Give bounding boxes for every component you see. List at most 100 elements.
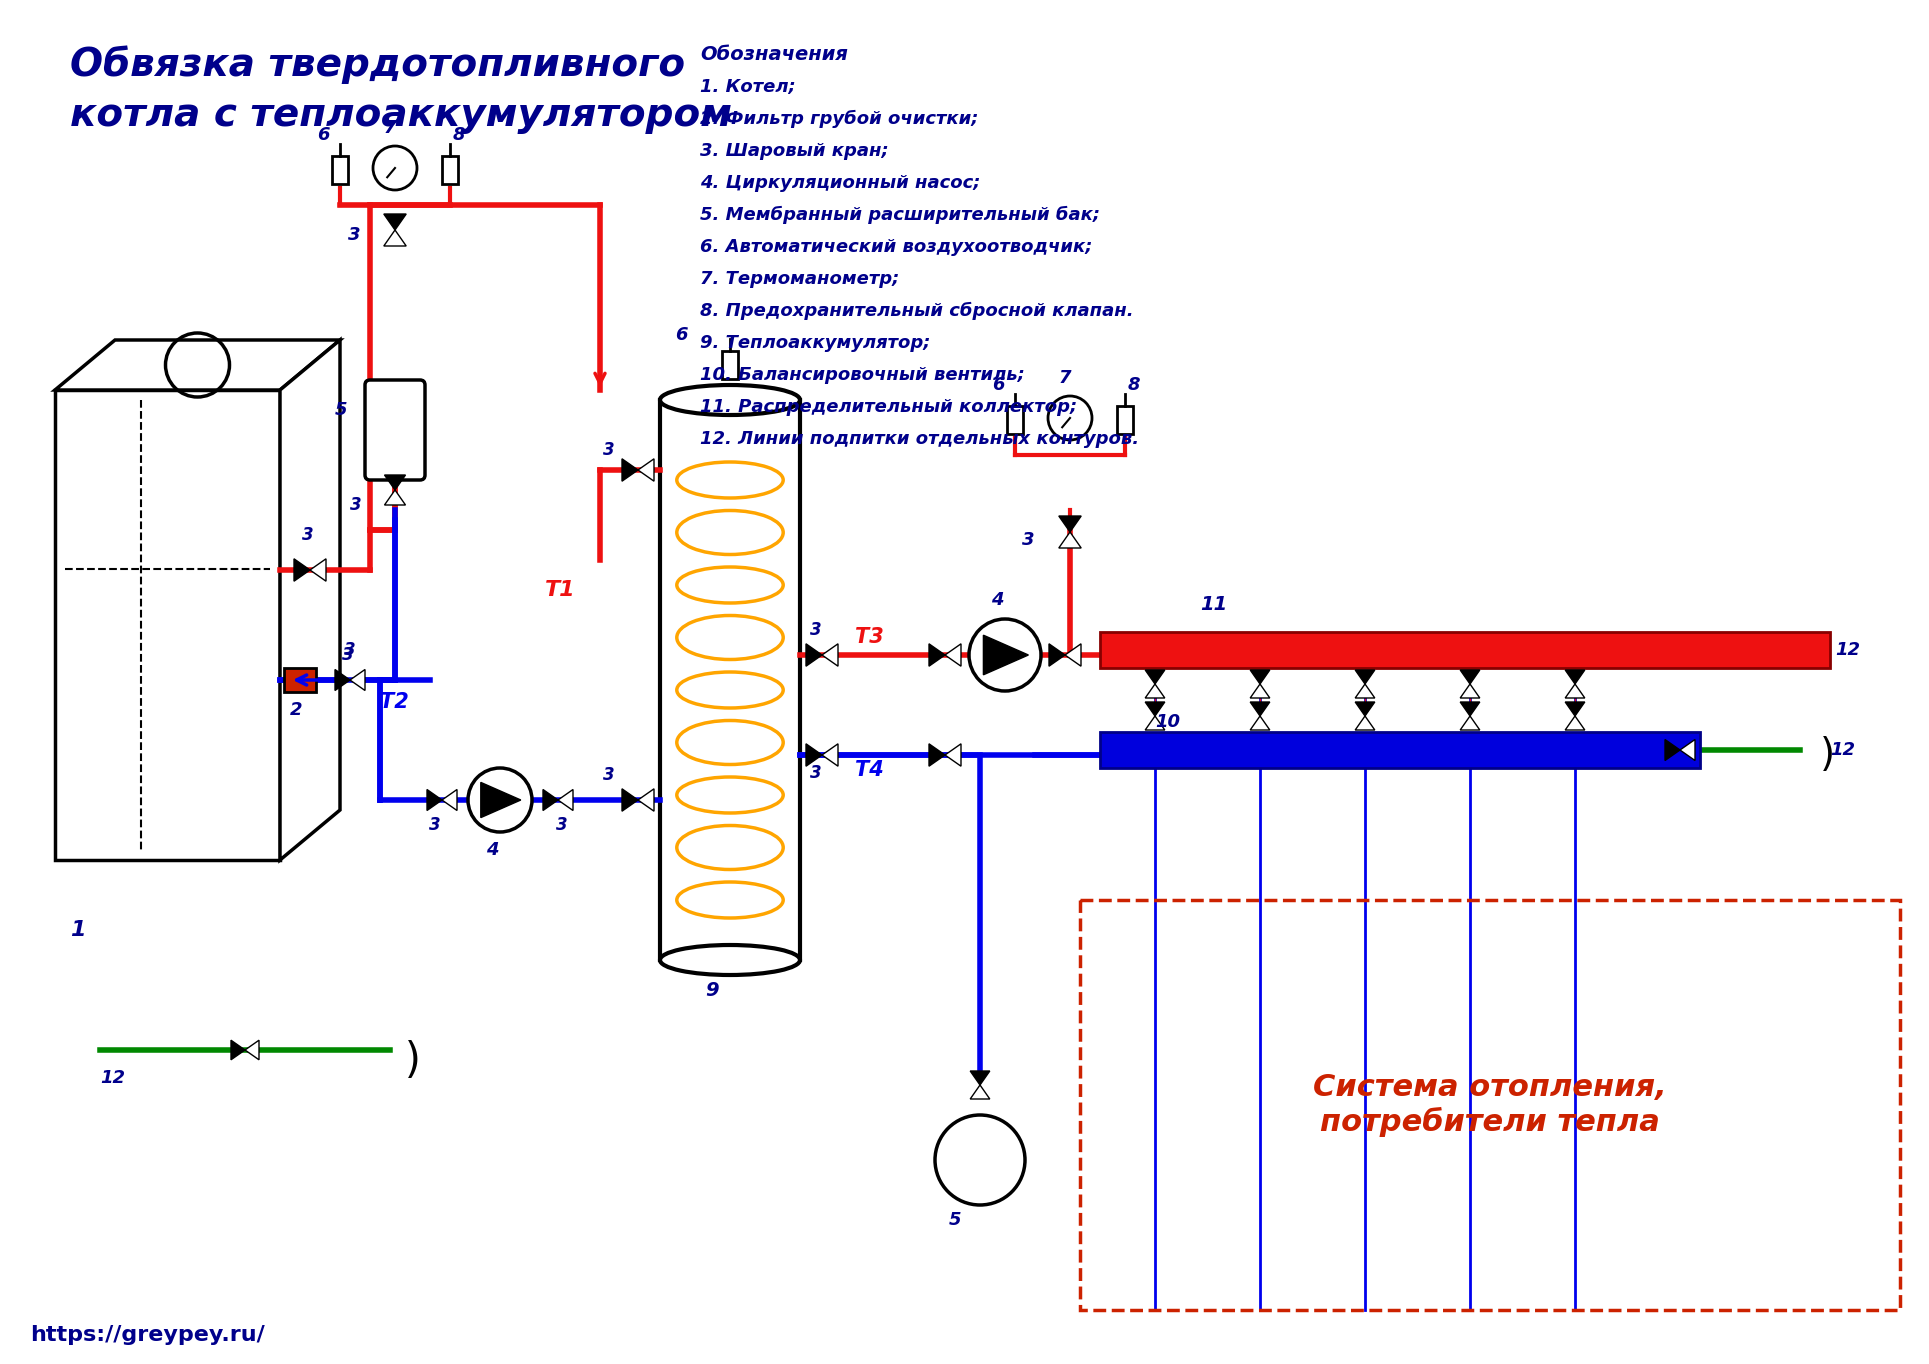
Text: 3: 3 — [341, 647, 353, 664]
Polygon shape — [1146, 670, 1165, 683]
Polygon shape — [945, 644, 961, 666]
Text: 7. Термоманометр;: 7. Термоманометр; — [700, 270, 899, 288]
Text: 4: 4 — [992, 591, 1003, 608]
Circle shape — [968, 619, 1042, 692]
Text: 3: 3 — [810, 764, 822, 782]
Polygon shape — [1356, 716, 1375, 730]
Text: T4: T4 — [855, 760, 883, 780]
Polygon shape — [384, 214, 407, 231]
Bar — [442, 155, 457, 184]
Polygon shape — [1356, 670, 1375, 683]
Polygon shape — [311, 559, 326, 581]
Text: 1. Котел;: 1. Котел; — [700, 78, 797, 95]
Polygon shape — [1356, 683, 1375, 698]
Polygon shape — [638, 788, 654, 812]
Text: 3: 3 — [428, 816, 442, 833]
Polygon shape — [806, 644, 822, 666]
Text: 3: 3 — [604, 441, 615, 460]
Text: Обвязка твердотопливного: Обвязка твердотопливного — [69, 45, 685, 85]
Text: 6: 6 — [316, 125, 330, 145]
Polygon shape — [384, 231, 407, 246]
Text: 10. Балансировочный вентиль;: 10. Балансировочный вентиль; — [700, 366, 1024, 385]
Polygon shape — [231, 1041, 245, 1060]
FancyBboxPatch shape — [365, 381, 424, 480]
Polygon shape — [822, 644, 837, 666]
Polygon shape — [557, 790, 573, 810]
Bar — [721, 351, 739, 379]
Ellipse shape — [660, 945, 801, 975]
Text: 5: 5 — [949, 1211, 961, 1229]
Text: T3: T3 — [855, 627, 883, 647]
Bar — [332, 155, 347, 184]
Polygon shape — [1146, 683, 1165, 698]
Polygon shape — [384, 490, 405, 505]
Polygon shape — [1564, 670, 1586, 683]
Text: 3: 3 — [303, 527, 314, 544]
Text: 5. Мембранный расширительный бак;: 5. Мембранный расширительный бак; — [700, 206, 1100, 224]
Circle shape — [1047, 396, 1092, 441]
Text: 3: 3 — [347, 226, 361, 244]
Text: 8. Предохранительный сбросной клапан.: 8. Предохранительный сбросной клапан. — [700, 301, 1134, 321]
Text: 8: 8 — [1128, 376, 1140, 394]
Polygon shape — [1250, 683, 1269, 698]
Polygon shape — [336, 670, 349, 690]
Text: https://greypey.ru/: https://greypey.ru/ — [31, 1324, 264, 1345]
Polygon shape — [1460, 702, 1480, 716]
Text: 2: 2 — [289, 701, 303, 719]
Text: 3. Шаровый кран;: 3. Шаровый кран; — [700, 142, 889, 160]
Polygon shape — [480, 783, 521, 817]
Polygon shape — [1250, 670, 1269, 683]
Text: 7: 7 — [384, 119, 395, 136]
Circle shape — [469, 768, 532, 832]
Ellipse shape — [660, 385, 801, 415]
Polygon shape — [245, 1041, 258, 1060]
Polygon shape — [638, 458, 654, 481]
Polygon shape — [56, 340, 340, 390]
Polygon shape — [56, 390, 280, 859]
Polygon shape — [1250, 716, 1269, 730]
Polygon shape — [1356, 702, 1375, 716]
Polygon shape — [426, 790, 442, 810]
Bar — [1100, 732, 1699, 768]
Polygon shape — [1065, 644, 1080, 666]
Bar — [660, 400, 801, 960]
Polygon shape — [1146, 702, 1165, 716]
Text: 3: 3 — [343, 641, 355, 659]
Text: 8: 8 — [453, 125, 465, 145]
Text: 10: 10 — [1155, 713, 1181, 731]
Polygon shape — [1564, 683, 1586, 698]
Polygon shape — [1059, 516, 1080, 532]
Polygon shape — [984, 636, 1028, 675]
Text: T2: T2 — [380, 692, 409, 712]
Polygon shape — [1460, 670, 1480, 683]
Text: 7: 7 — [1059, 370, 1071, 387]
Bar — [1080, 900, 1900, 1309]
Polygon shape — [1059, 532, 1080, 548]
Polygon shape — [806, 743, 822, 767]
Bar — [1100, 632, 1831, 668]
Polygon shape — [930, 644, 945, 666]
Circle shape — [936, 1114, 1024, 1204]
Text: 9. Теплоаккумулятор;: 9. Теплоаккумулятор; — [700, 334, 930, 352]
Polygon shape — [280, 340, 340, 859]
Bar — [1007, 406, 1022, 434]
Text: 11: 11 — [1200, 596, 1227, 615]
Polygon shape — [930, 743, 945, 767]
Text: Система отопления,
потребители тепла: Система отопления, потребители тепла — [1314, 1073, 1667, 1138]
Bar — [284, 668, 316, 692]
Polygon shape — [970, 1084, 990, 1099]
Text: 6. Автоматический воздухоотводчик;: 6. Автоматический воздухоотводчик; — [700, 237, 1092, 256]
Text: Обозначения: Обозначения — [700, 45, 849, 64]
Polygon shape — [384, 475, 405, 490]
Text: 1: 1 — [69, 919, 85, 940]
Text: 3: 3 — [1022, 531, 1036, 548]
Text: 4. Циркуляционный насос;: 4. Циркуляционный насос; — [700, 175, 980, 192]
Polygon shape — [442, 790, 457, 810]
Text: 3: 3 — [810, 621, 822, 638]
Polygon shape — [1680, 739, 1696, 761]
Text: 6: 6 — [992, 376, 1005, 394]
Text: котла с теплоаккумулятором: котла с теплоаккумулятором — [69, 95, 731, 134]
Polygon shape — [1665, 739, 1680, 761]
Polygon shape — [822, 743, 837, 767]
Polygon shape — [1250, 702, 1269, 716]
